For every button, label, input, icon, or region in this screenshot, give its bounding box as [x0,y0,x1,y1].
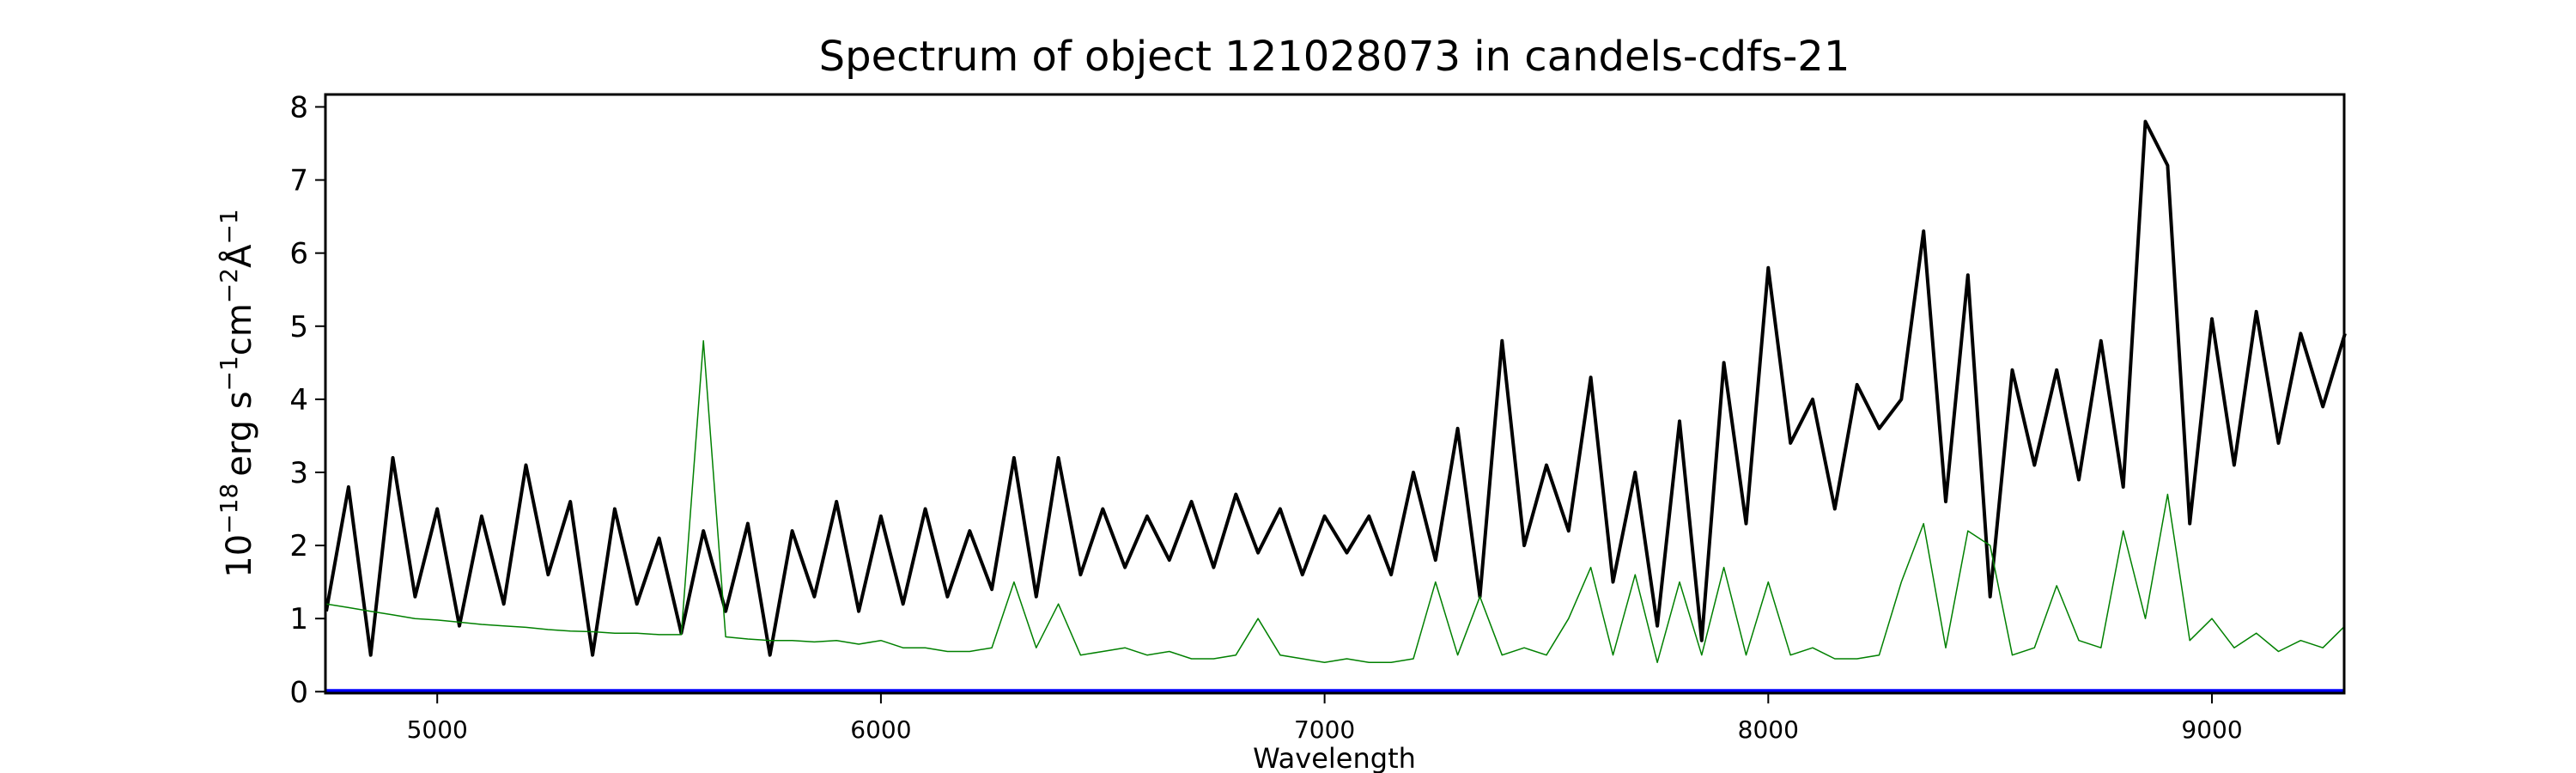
y-tick-label: 0 [289,675,308,709]
plot-area [325,119,2347,695]
y-tick-label: 8 [289,90,308,125]
y-axis-label: 10−18erg s−1cm−2Å−1 [215,209,259,577]
x-tick-label: 6000 [850,715,911,744]
y-tick-label: 7 [289,164,308,198]
y-tick-label: 5 [289,310,308,344]
x-axis-label: Wavelength [1253,742,1416,773]
y-tick-label: 3 [289,456,308,490]
y-tick-label: 1 [289,602,308,636]
sky-series-line [325,340,2346,664]
y-tick-label: 4 [289,383,308,417]
plot-frame [324,93,2346,695]
flux-series-line [325,119,2347,657]
x-tick-label: 8000 [1738,715,1799,744]
chart-title: Spectrum of object 121028073 in candels-… [819,33,1850,81]
ylabel-cm: cm [220,303,259,356]
ylabel-exp: −18 [215,484,243,534]
x-tick-label: 5000 [407,715,468,744]
y-axis: 0 1 2 3 4 5 6 7 8 [289,90,325,709]
ylabel-base: 10 [220,534,259,578]
y-tick-label: 6 [289,237,308,271]
x-tick-label: 7000 [1294,715,1355,744]
x-axis: 5000 6000 7000 8000 9000 [407,693,2243,744]
ylabel-erg: erg s [220,391,259,476]
ylabel-angstrom: Å [218,244,259,268]
x-tick-label: 9000 [2181,715,2242,744]
ylabel-exp: −2 [215,268,243,303]
ylabel-exp: −1 [215,356,243,391]
ylabel-exp: −1 [215,209,243,244]
y-tick-label: 2 [289,529,308,563]
